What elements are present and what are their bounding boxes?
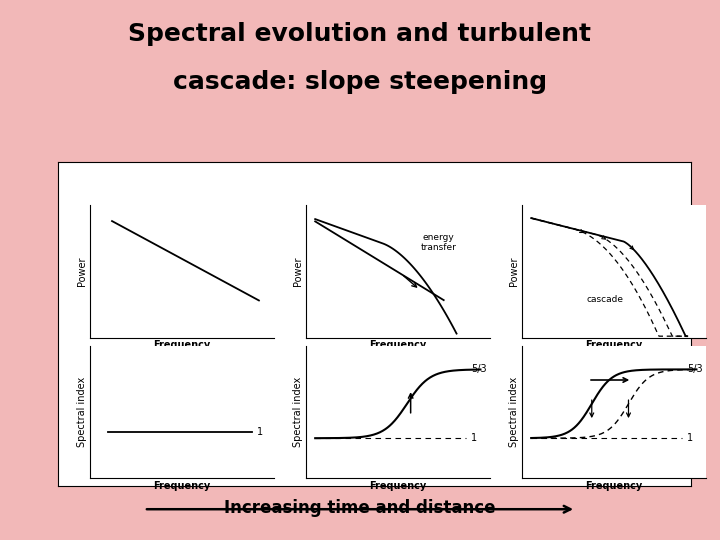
Y-axis label: Spectral index: Spectral index <box>509 376 519 447</box>
Text: 5/3: 5/3 <box>472 364 487 374</box>
X-axis label: Frequency: Frequency <box>585 481 642 491</box>
X-axis label: Frequency: Frequency <box>585 340 642 350</box>
Y-axis label: Power: Power <box>77 256 87 286</box>
Text: 1: 1 <box>472 433 477 443</box>
X-axis label: Frequency: Frequency <box>369 340 426 350</box>
X-axis label: Frequency: Frequency <box>369 481 426 491</box>
Text: 1: 1 <box>687 433 693 443</box>
Text: cascade: slope steepening: cascade: slope steepening <box>173 70 547 94</box>
Y-axis label: Spectral index: Spectral index <box>77 376 87 447</box>
Y-axis label: Spectral index: Spectral index <box>293 376 303 447</box>
Text: 1: 1 <box>257 427 264 437</box>
Text: energy
transfer: energy transfer <box>420 233 456 252</box>
Text: 5/3: 5/3 <box>687 364 703 374</box>
Text: Spectral evolution and turbulent: Spectral evolution and turbulent <box>128 22 592 45</box>
Text: Increasing time and distance: Increasing time and distance <box>224 498 496 517</box>
Y-axis label: Power: Power <box>509 256 519 286</box>
Y-axis label: Power: Power <box>293 256 303 286</box>
X-axis label: Frequency: Frequency <box>153 481 210 491</box>
Text: cascade: cascade <box>586 295 624 304</box>
X-axis label: Frequency: Frequency <box>153 340 210 350</box>
